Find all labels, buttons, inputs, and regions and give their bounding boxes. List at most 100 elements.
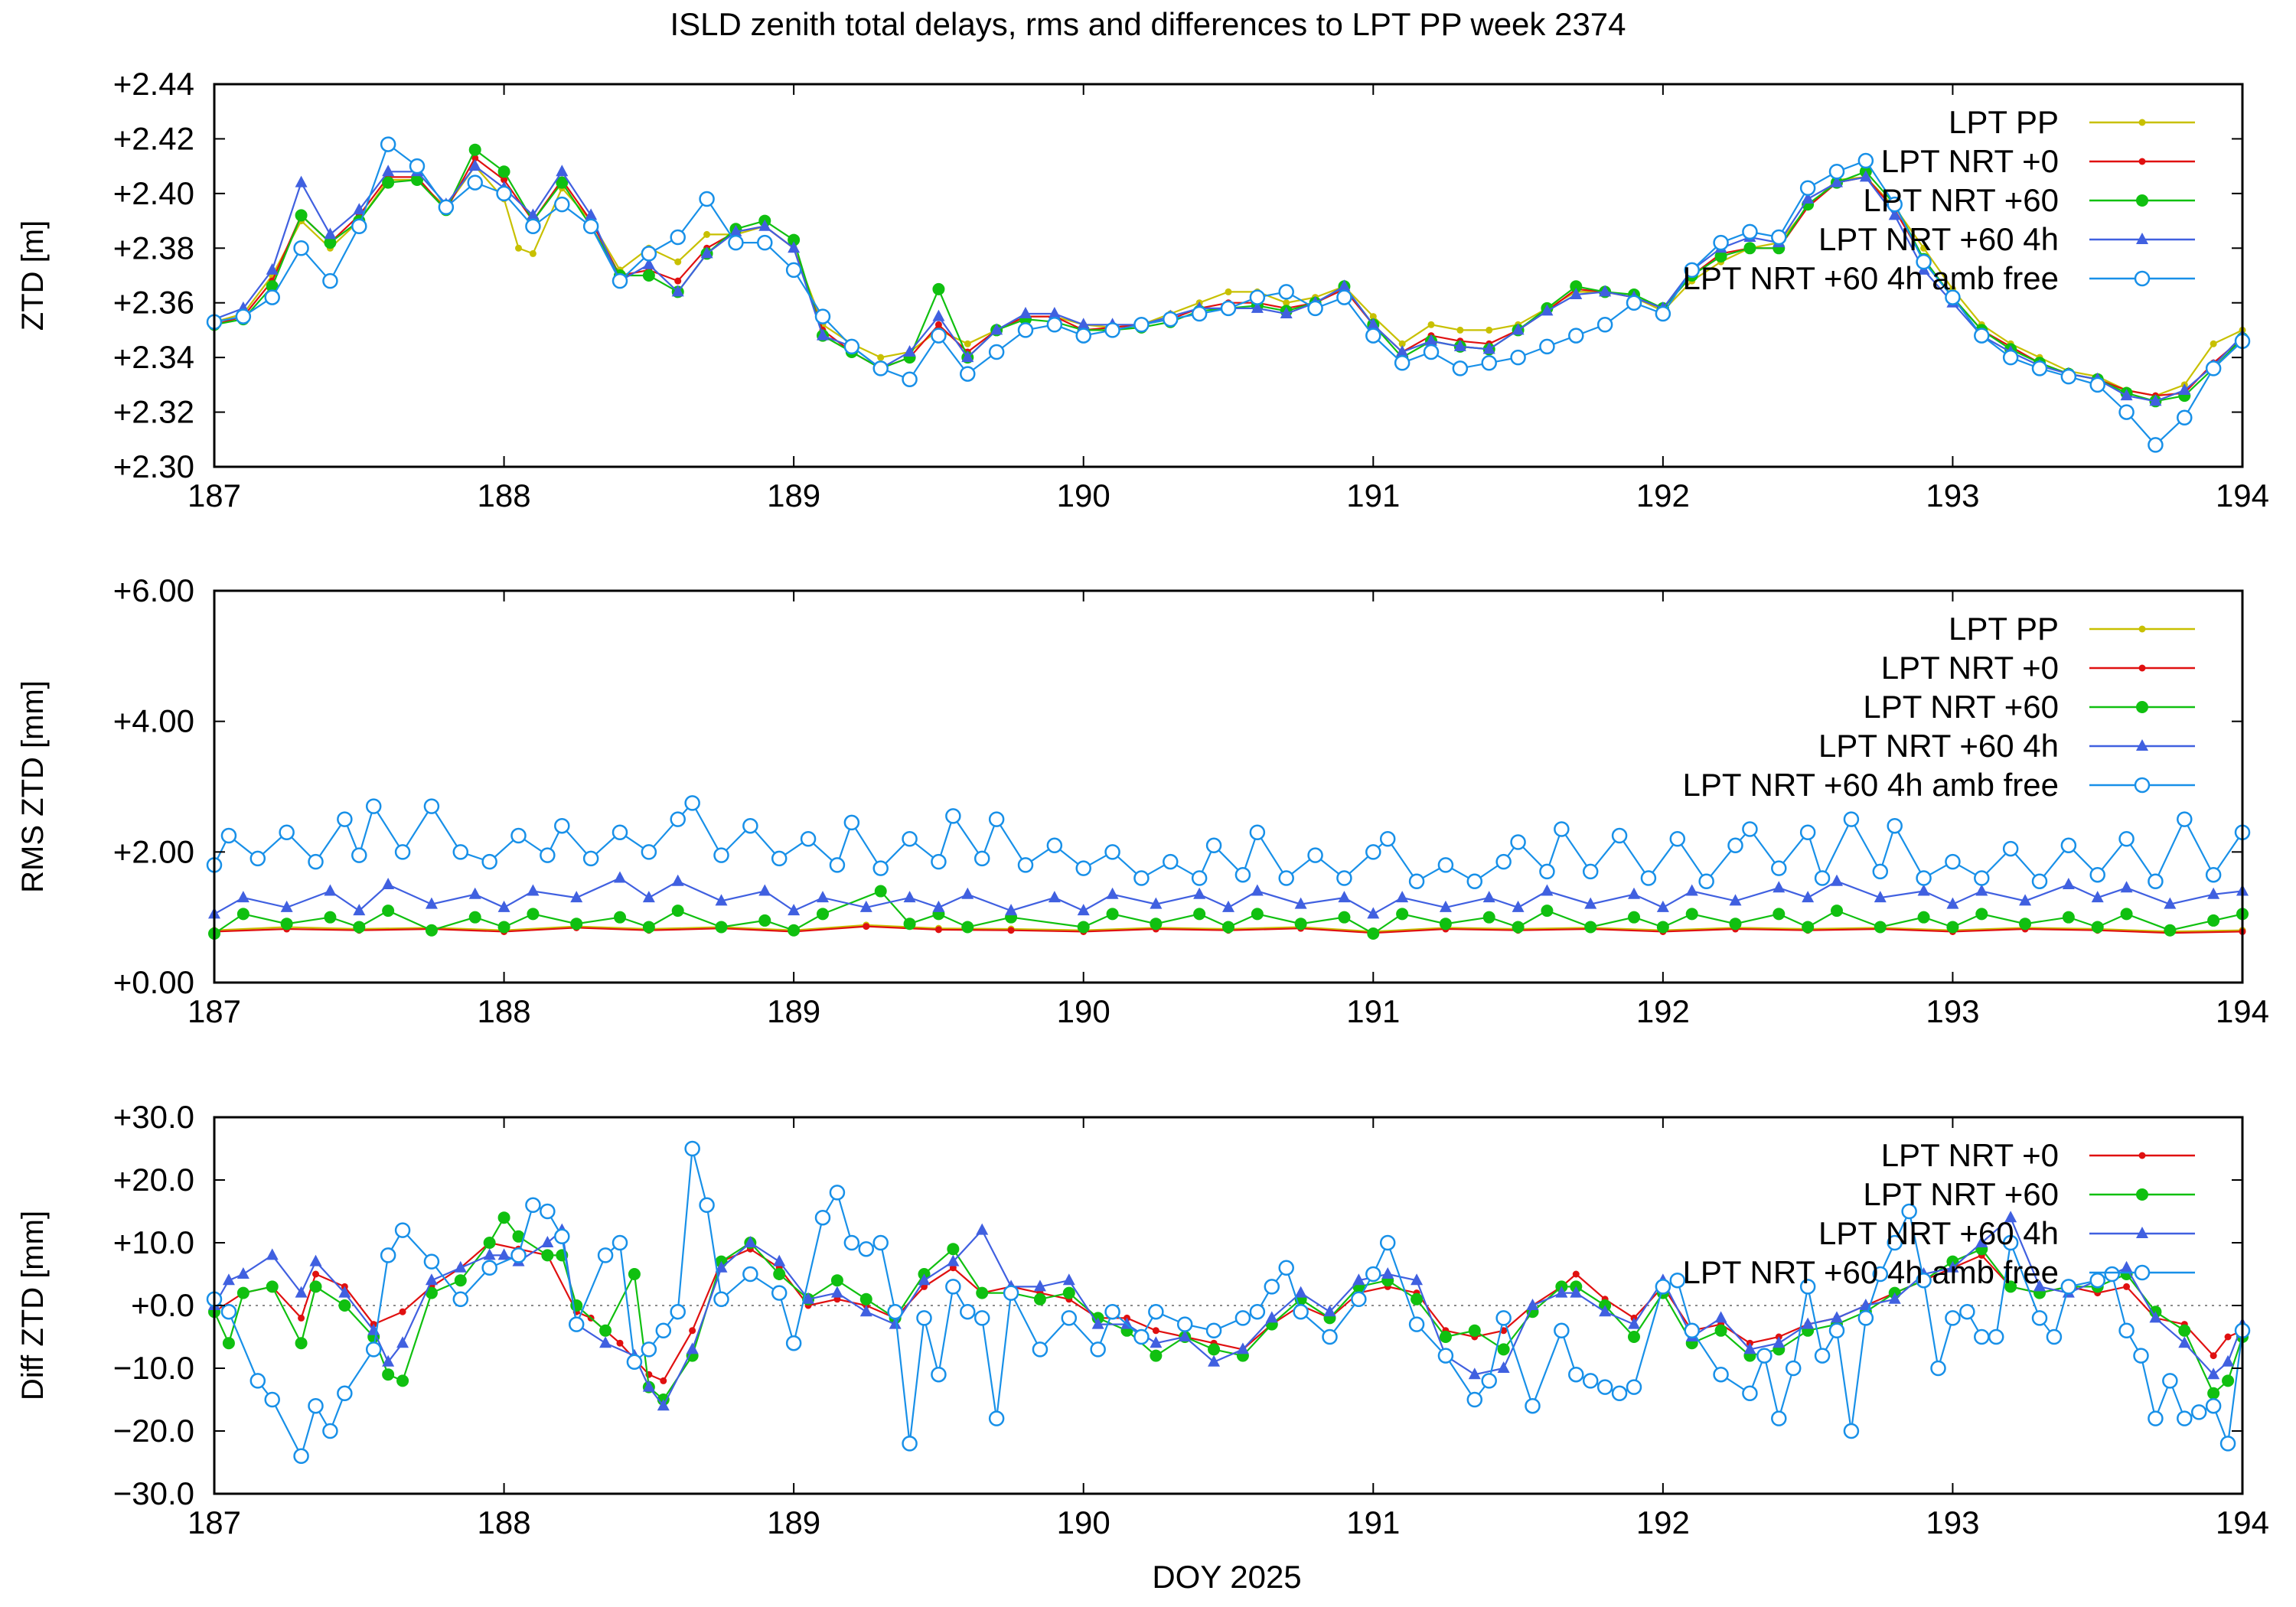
data-point bbox=[1280, 307, 1293, 318]
data-point bbox=[1090, 1341, 1106, 1358]
data-point bbox=[1554, 821, 1570, 837]
data-point bbox=[1771, 1410, 1787, 1426]
data-point bbox=[863, 923, 870, 931]
data-point bbox=[266, 262, 279, 275]
data-point bbox=[2060, 368, 2077, 385]
data-point bbox=[394, 844, 411, 860]
data-point bbox=[1916, 1272, 1932, 1289]
data-point bbox=[483, 1237, 496, 1249]
data-point bbox=[2019, 894, 2032, 906]
data-point bbox=[817, 891, 829, 903]
data-point bbox=[249, 850, 266, 867]
data-point bbox=[266, 1248, 279, 1260]
data-point bbox=[1193, 908, 1206, 921]
data-point bbox=[236, 891, 249, 903]
data-point bbox=[1104, 844, 1120, 860]
data-point bbox=[527, 908, 540, 921]
data-point bbox=[222, 1273, 235, 1286]
data-point bbox=[1365, 844, 1381, 860]
data-point bbox=[2104, 1266, 2120, 1283]
legend-label: LPT NRT +60 bbox=[1863, 182, 2059, 218]
data-point bbox=[814, 308, 831, 324]
data-point bbox=[2178, 1336, 2191, 1348]
data-point bbox=[887, 1303, 903, 1320]
data-point bbox=[1541, 884, 1554, 896]
y-tick-label: −30.0 bbox=[113, 1475, 194, 1511]
data-point bbox=[1486, 326, 1493, 334]
data-point bbox=[1278, 284, 1294, 300]
data-point bbox=[642, 1380, 655, 1392]
data-point bbox=[1916, 870, 1932, 886]
data-point bbox=[1975, 1236, 1988, 1247]
series-lpt-nrt-60 bbox=[208, 885, 2249, 940]
data-point bbox=[554, 196, 570, 213]
y-tick-label: +2.34 bbox=[113, 339, 194, 375]
data-point bbox=[2149, 394, 2162, 406]
data-point bbox=[365, 1341, 382, 1358]
data-point bbox=[1408, 873, 1425, 889]
data-point bbox=[280, 900, 293, 912]
data-point bbox=[918, 1273, 931, 1286]
data-point bbox=[642, 891, 655, 903]
data-point bbox=[2162, 1373, 2178, 1389]
data-point bbox=[964, 340, 971, 347]
data-point bbox=[1742, 1385, 1758, 1402]
data-point bbox=[2178, 1324, 2191, 1337]
data-point bbox=[785, 1335, 802, 1351]
data-point bbox=[512, 1230, 525, 1243]
data-point bbox=[338, 1286, 351, 1298]
data-point bbox=[351, 218, 367, 234]
data-point bbox=[1512, 900, 1525, 912]
data-point bbox=[1727, 837, 1743, 854]
data-point bbox=[641, 844, 657, 860]
data-point bbox=[1365, 328, 1381, 344]
data-point bbox=[1408, 1316, 1425, 1332]
x-tick-label: 189 bbox=[767, 993, 820, 1029]
x-tick-label: 188 bbox=[478, 1504, 531, 1540]
data-point bbox=[1510, 349, 1526, 366]
data-point bbox=[1814, 1348, 1831, 1364]
data-point bbox=[249, 1373, 266, 1389]
data-point bbox=[382, 1354, 395, 1367]
data-point bbox=[1743, 242, 1756, 255]
legend-label: LPT NRT +60 bbox=[1863, 1176, 2059, 1212]
data-point bbox=[1106, 908, 1119, 921]
data-point bbox=[932, 282, 945, 295]
data-point bbox=[1208, 1354, 1221, 1367]
data-point bbox=[961, 921, 974, 934]
data-point bbox=[1872, 1266, 1889, 1283]
data-point bbox=[2120, 1260, 2133, 1273]
data-point bbox=[525, 218, 541, 234]
y-tick-label: +2.32 bbox=[113, 394, 194, 430]
data-point bbox=[597, 1247, 614, 1263]
series-line bbox=[214, 890, 2243, 935]
data-point bbox=[1191, 870, 1208, 886]
data-point bbox=[1322, 1328, 1338, 1345]
data-point bbox=[2002, 349, 2019, 366]
data-point bbox=[715, 921, 728, 934]
data-point bbox=[1150, 897, 1163, 909]
data-point bbox=[1179, 1330, 1192, 1341]
y-tick-label: −10.0 bbox=[113, 1350, 194, 1386]
data-point bbox=[934, 926, 942, 934]
data-point bbox=[525, 1197, 541, 1214]
data-point bbox=[612, 824, 628, 840]
data-point bbox=[1453, 339, 1466, 351]
data-point bbox=[1369, 313, 1377, 321]
data-point bbox=[2089, 866, 2105, 883]
x-tick-label: 190 bbox=[1057, 1504, 1110, 1540]
chart-panel: 187 188 189 190 191 192 193 194 −30.0 −20.0 −10.0 +… bbox=[16, 1099, 2269, 1540]
data-point bbox=[337, 811, 353, 827]
data-point bbox=[670, 1303, 686, 1320]
legend-swatch-marker bbox=[2138, 1152, 2146, 1159]
data-point bbox=[670, 811, 686, 827]
data-point bbox=[976, 1223, 989, 1235]
data-point bbox=[582, 850, 599, 867]
data-point bbox=[932, 309, 945, 321]
data-point bbox=[481, 853, 497, 870]
data-point bbox=[2205, 1397, 2222, 1414]
data-point bbox=[1452, 360, 1469, 376]
data-point bbox=[1916, 253, 1932, 270]
data-point bbox=[1729, 894, 1742, 906]
